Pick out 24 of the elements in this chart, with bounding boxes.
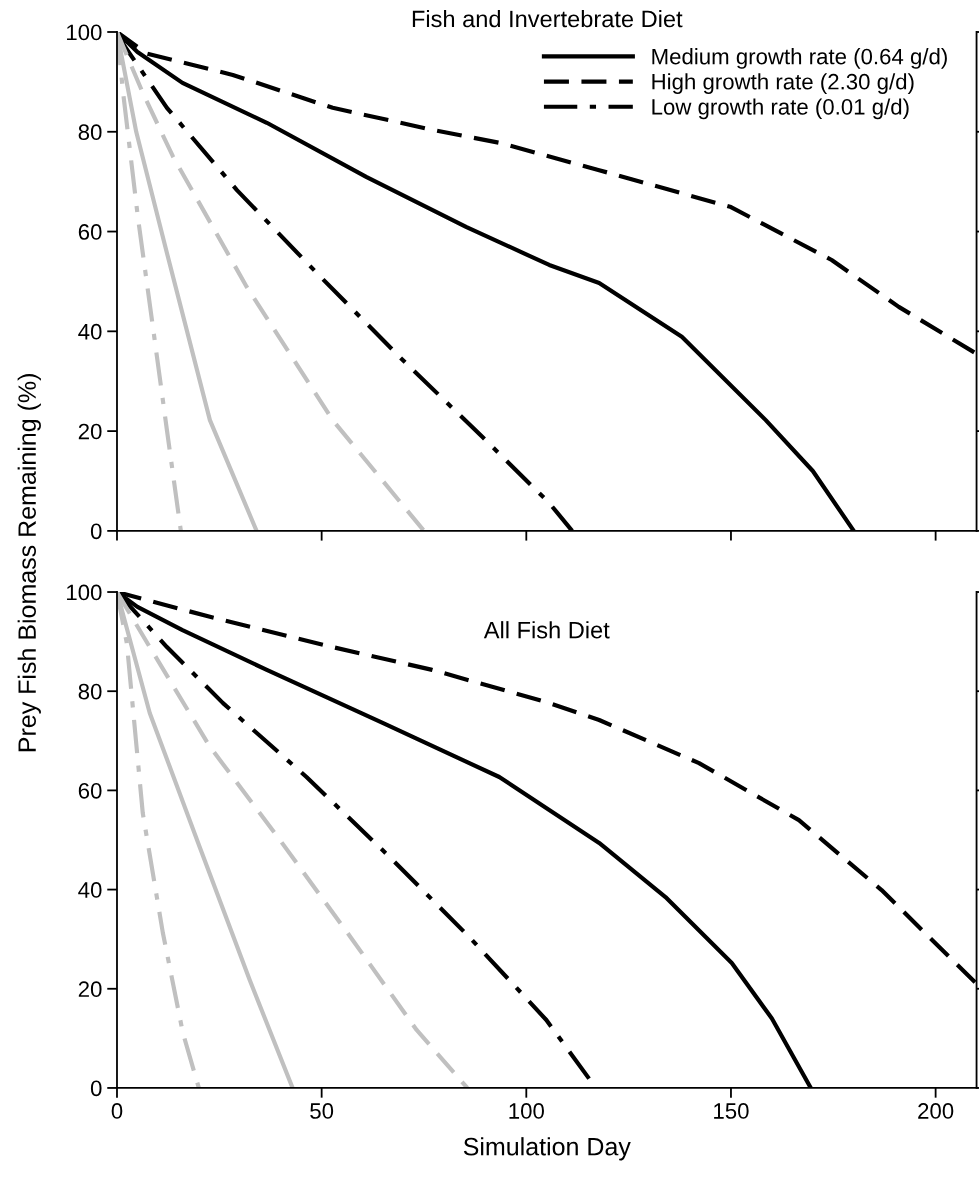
x-tick-label: 200 — [918, 1103, 954, 1119]
legend-label: Medium growth rate (0.64 g/d) — [652, 48, 947, 69]
y-axis-title: Prey Fish Biomass Remaining (%) — [17, 374, 41, 752]
legend-label: High growth rate (2.30 g/d) — [652, 73, 914, 94]
x-tick-label: 100 — [509, 1103, 544, 1119]
y-tick-label: 20 — [78, 423, 102, 440]
text: All Fish Diet — [483, 621, 610, 639]
legend-label: Low growth rate (0.01 g/d) — [652, 98, 909, 120]
y-tick-label: 0 — [90, 523, 102, 540]
y-tick-label: 60 — [78, 782, 102, 799]
y-tick-label: 40 — [78, 323, 102, 340]
y-tick-label: 60 — [78, 224, 102, 240]
x-axis-title: Simulation Day — [463, 1137, 631, 1161]
y-tick-label: 20 — [78, 981, 102, 998]
y-tick-label: 0 — [90, 1080, 102, 1097]
y-tick-label: 80 — [78, 124, 102, 141]
y-tick-label: 100 — [67, 584, 102, 601]
y-tick-label: 100 — [67, 24, 102, 41]
y-tick-label: 80 — [78, 683, 102, 700]
x-tick-label: 150 — [714, 1103, 749, 1119]
x-tick-label: 50 — [310, 1103, 334, 1119]
x-tick-label: 0 — [111, 1103, 123, 1119]
y-tick-label: 40 — [78, 882, 102, 898]
chart-title: Fish and Invertebrate Diet — [412, 9, 683, 28]
